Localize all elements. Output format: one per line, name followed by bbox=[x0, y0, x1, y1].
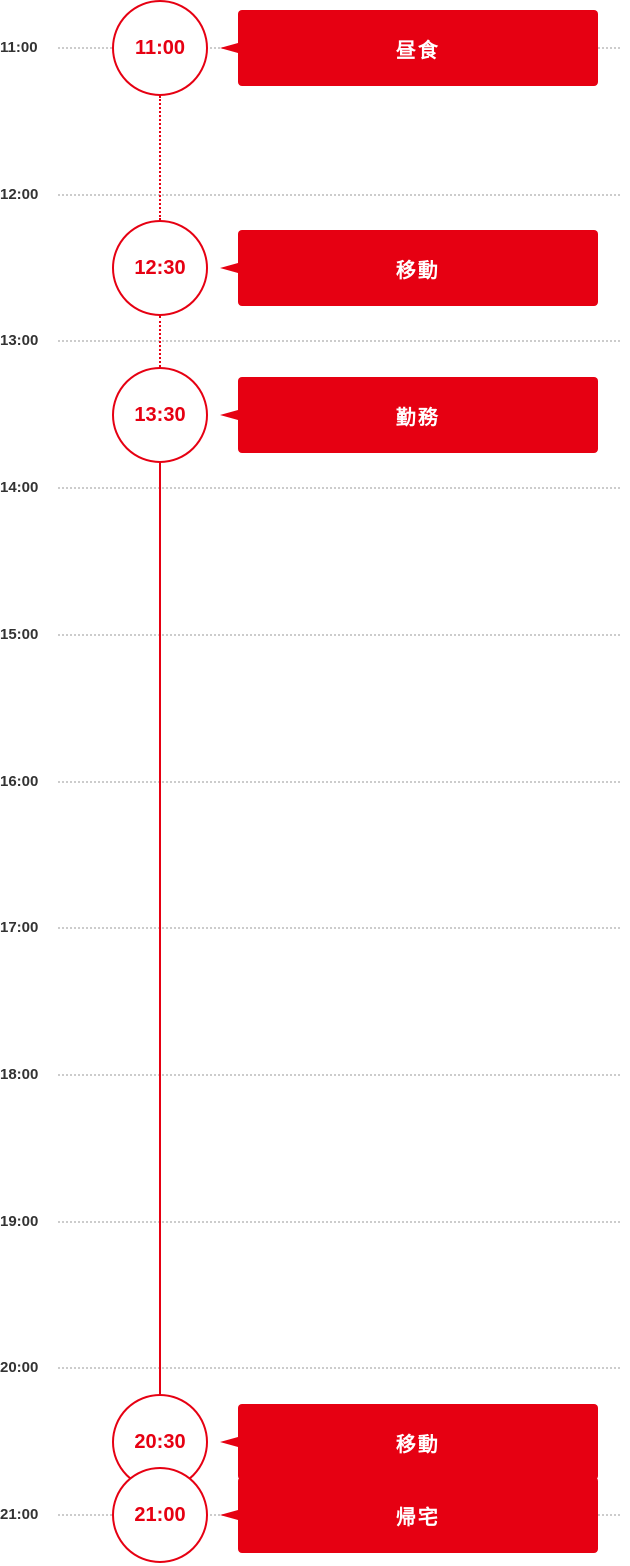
hour-label: 12:00 bbox=[0, 186, 39, 203]
event-pointer bbox=[220, 410, 238, 420]
hour-gridline bbox=[58, 340, 620, 342]
time-marker: 11:00 bbox=[112, 0, 208, 96]
hour-gridline bbox=[58, 634, 620, 636]
hour-gridline bbox=[58, 487, 620, 489]
hour-gridline bbox=[58, 781, 620, 783]
hour-label: 16:00 bbox=[0, 773, 39, 790]
timeline-connector bbox=[159, 96, 161, 220]
event-pointer bbox=[220, 1510, 238, 1520]
event-pointer bbox=[220, 43, 238, 53]
hour-label: 20:00 bbox=[0, 1359, 39, 1376]
hour-gridline bbox=[58, 1074, 620, 1076]
time-marker: 12:30 bbox=[112, 220, 208, 316]
hour-label: 17:00 bbox=[0, 919, 39, 936]
hour-label: 21:00 bbox=[0, 1506, 39, 1523]
time-marker: 13:30 bbox=[112, 367, 208, 463]
event-pointer bbox=[220, 263, 238, 273]
timeline-connector bbox=[159, 463, 161, 1394]
event-box: 勤務 bbox=[238, 377, 598, 453]
event-box: 帰宅 bbox=[238, 1477, 598, 1553]
event-box: 移動 bbox=[238, 1404, 598, 1480]
hour-label: 15:00 bbox=[0, 626, 39, 643]
hour-gridline bbox=[58, 927, 620, 929]
hour-gridline bbox=[58, 1221, 620, 1223]
event-box: 移動 bbox=[238, 230, 598, 306]
hour-gridline bbox=[58, 194, 620, 196]
event-pointer bbox=[220, 1437, 238, 1447]
event-box: 昼食 bbox=[238, 10, 598, 86]
hour-gridline bbox=[58, 1367, 620, 1369]
time-marker: 21:00 bbox=[112, 1467, 208, 1563]
hour-label: 14:00 bbox=[0, 479, 39, 496]
hour-label: 11:00 bbox=[0, 39, 38, 56]
hour-label: 13:00 bbox=[0, 332, 39, 349]
hour-label: 18:00 bbox=[0, 1066, 39, 1083]
hour-label: 19:00 bbox=[0, 1213, 39, 1230]
timeline-connector bbox=[159, 316, 161, 367]
